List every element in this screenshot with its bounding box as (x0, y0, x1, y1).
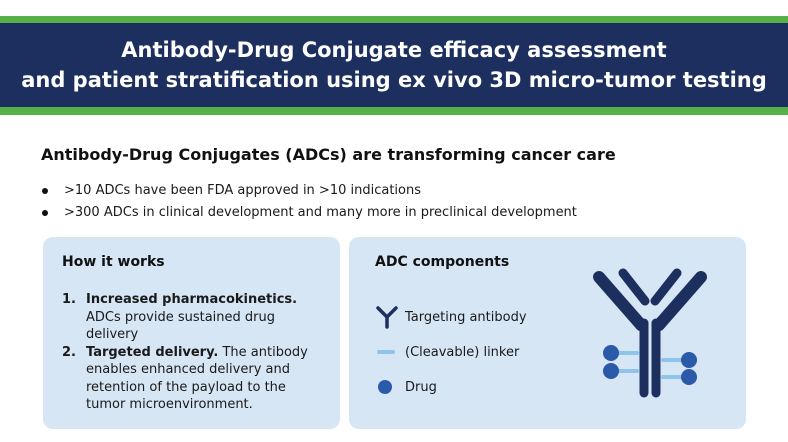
banner-title-line-2: and patient stratification using ex vivo… (21, 68, 767, 92)
component-label: Targeting antibody (405, 309, 527, 325)
drug-icon (375, 375, 403, 399)
header-accent-bottom (0, 107, 788, 115)
linker-icon (375, 340, 403, 364)
section-heading: Antibody-Drug Conjugates (ADCs) are tran… (41, 145, 616, 164)
bullet-dot-icon (42, 210, 48, 216)
bullet-item: >10 ADCs have been FDA approved in >10 i… (40, 180, 577, 202)
bullet-text: >300 ADCs in clinical development and ma… (64, 205, 577, 220)
step-number: 1. (62, 292, 76, 307)
header-accent-top (0, 16, 788, 23)
component-label: (Cleavable) linker (405, 344, 520, 360)
step-lead: Increased pharmacokinetics. (86, 292, 298, 307)
step-number: 2. (62, 344, 76, 360)
adc-drug-icon (603, 345, 697, 385)
bullet-text: >10 ADCs have been FDA approved in >10 i… (64, 183, 421, 198)
step-lead: Targeted delivery. (86, 344, 219, 360)
title-banner: Antibody-Drug Conjugate efficacy assessm… (0, 23, 788, 107)
bullet-item: >300 ADCs in clinical development and ma… (40, 202, 577, 224)
step-text: ADCs provide sustained drug delivery (86, 309, 276, 343)
adc-components-title: ADC components (375, 254, 510, 270)
intro-bullet-list: >10 ADCs have been FDA approved in >10 i… (40, 180, 577, 224)
adc-components-card: ADC components Targeting antibody (Cleav… (349, 237, 746, 429)
banner-title-line-1: Antibody-Drug Conjugate efficacy assessm… (121, 38, 667, 62)
component-antibody: Targeting antibody (375, 305, 527, 329)
component-drug: Drug (375, 375, 437, 399)
adc-illustration (593, 268, 707, 398)
antibody-icon (375, 305, 403, 329)
how-it-works-card: How it works 1. Increased pharmacokineti… (43, 237, 340, 429)
how-it-works-title: How it works (62, 254, 165, 270)
bullet-dot-icon (42, 188, 48, 194)
adc-antibody-icon (593, 268, 707, 398)
adc-linker-icon (609, 351, 689, 379)
step-item: 2. Targeted delivery. The antibody enabl… (62, 344, 322, 414)
component-label: Drug (405, 379, 437, 395)
how-it-works-steps: 1. Increased pharmacokinetics. ADCs prov… (62, 291, 322, 414)
step-item: 1. Increased pharmacokinetics. ADCs prov… (62, 291, 322, 344)
component-linker: (Cleavable) linker (375, 340, 519, 364)
step-text: The antibody enables enhanced delivery a… (86, 344, 308, 413)
